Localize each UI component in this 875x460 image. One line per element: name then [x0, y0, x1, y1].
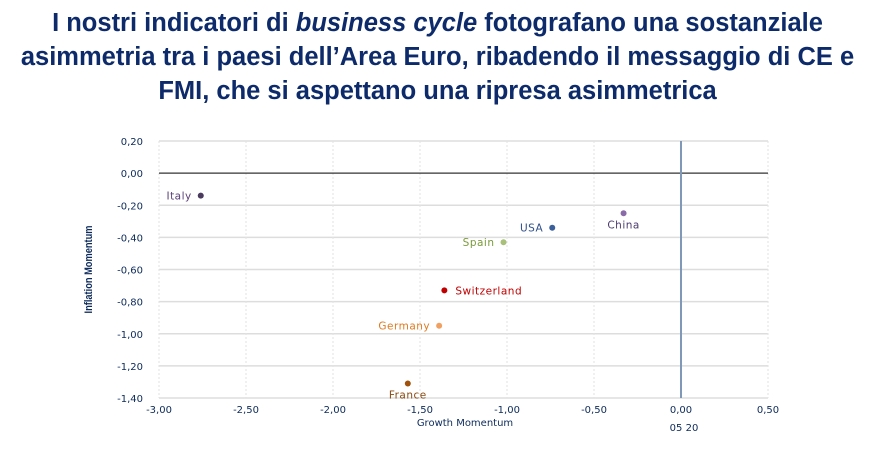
vline-label: 05 20	[670, 423, 699, 434]
y-tick-label: -0,20	[117, 201, 143, 212]
title-text-rest: fotografano una sostanziale asimmetria t…	[20, 9, 855, 105]
point-label-usa: USA	[520, 223, 544, 235]
y-tick-label: -0,60	[117, 266, 143, 277]
slide-title: I nostri indicatori di business cycle fo…	[0, 6, 875, 108]
point-switzerland	[441, 287, 448, 294]
y-axis-label: Inflation Momentum	[83, 225, 95, 313]
x-tick-label: -1,00	[494, 405, 520, 416]
x-axis-label: Growth Momentum	[417, 418, 513, 429]
y-tick-label: -1,40	[117, 394, 143, 405]
x-tick-label: -2,50	[233, 405, 259, 416]
point-usa	[549, 224, 556, 231]
title-text: I nostri indicatori di	[52, 9, 296, 37]
point-spain	[500, 239, 507, 246]
y-tick-label: -0,80	[117, 298, 143, 309]
point-italy	[197, 192, 204, 199]
x-tick-label: 0,50	[757, 405, 779, 416]
point-label-switzerland: Switzerland	[455, 285, 522, 297]
point-label-italy: Italy	[166, 191, 191, 203]
title-italic: business cycle	[295, 9, 478, 37]
x-tick-label: -2,00	[320, 405, 346, 416]
y-tick-label: -1,00	[117, 330, 143, 341]
x-tick-label: 0,00	[670, 405, 692, 416]
x-tick-label: -0,50	[581, 405, 607, 416]
y-tick-label: 0,00	[121, 169, 143, 180]
point-label-spain: Spain	[463, 237, 495, 249]
point-label-china: China	[607, 219, 640, 231]
point-france	[404, 380, 411, 387]
x-tick-label: -1,50	[407, 405, 433, 416]
y-tick-label: -1,20	[117, 362, 143, 373]
point-label-france: France	[389, 390, 427, 402]
point-label-germany: Germany	[378, 321, 430, 333]
point-china	[620, 210, 627, 217]
y-tick-label: -0,40	[117, 233, 143, 244]
x-tick-label: -3,00	[146, 405, 172, 416]
y-tick-label: 0,20	[121, 137, 143, 148]
point-germany	[436, 322, 443, 329]
